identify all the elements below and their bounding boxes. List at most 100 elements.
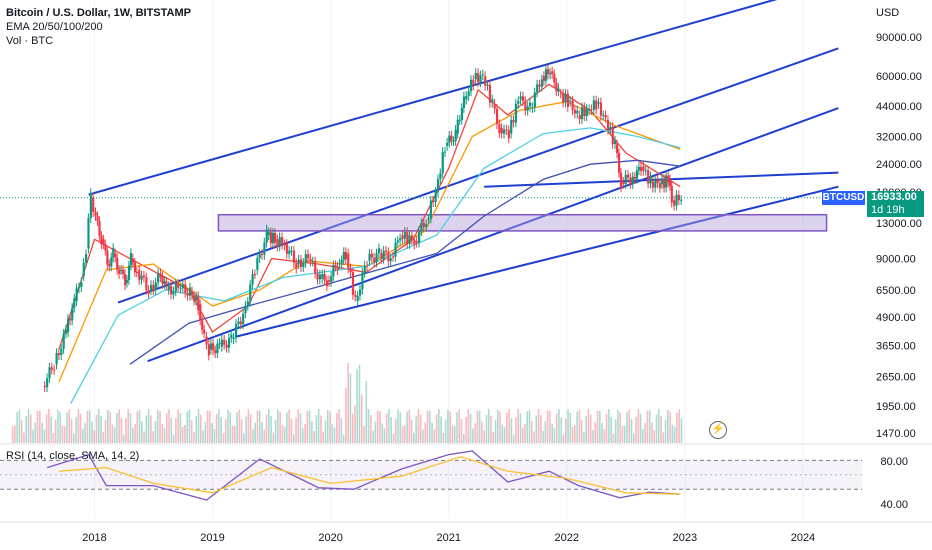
- candle: [507, 130, 510, 139]
- volume-bar: [449, 412, 451, 443]
- candle: [392, 256, 395, 258]
- candle: [184, 284, 187, 293]
- legend-title[interactable]: Bitcoin / U.S. Dollar, 1W, BITSTAMP: [6, 7, 191, 19]
- candle: [199, 304, 202, 321]
- volume-bar: [354, 405, 356, 443]
- volume-bar: [313, 430, 315, 443]
- candle: [401, 235, 404, 239]
- candle: [617, 153, 621, 173]
- candle: [163, 281, 166, 284]
- volume-bar: [490, 415, 492, 443]
- candle: [654, 180, 657, 188]
- volume-bar: [122, 434, 125, 443]
- candle: [675, 194, 678, 206]
- volume-bar: [630, 419, 633, 443]
- volume-bar: [419, 414, 422, 443]
- volume-bar: [433, 429, 436, 443]
- volume-bar: [474, 423, 476, 443]
- volume-bar: [145, 415, 148, 443]
- volume-bar: [299, 413, 302, 443]
- lightning-icon[interactable]: ⚡: [709, 421, 727, 439]
- volume-bar: [444, 419, 447, 443]
- volume-bar: [664, 420, 667, 443]
- volume-bar: [594, 422, 597, 443]
- volume-bar: [209, 410, 211, 443]
- volume-bar: [633, 433, 635, 443]
- volume-bar: [73, 433, 75, 443]
- volume-bar: [542, 431, 544, 443]
- legend-vol[interactable]: Vol · BTC: [6, 35, 54, 47]
- volume-bar: [417, 409, 420, 443]
- volume-bar: [392, 433, 395, 443]
- candle: [427, 218, 430, 220]
- volume-bar: [431, 422, 433, 443]
- volume-bar: [676, 412, 678, 443]
- candle: [576, 110, 579, 114]
- volume-bar: [152, 431, 154, 443]
- candle: [62, 333, 65, 349]
- candle: [373, 257, 376, 263]
- candle: [334, 265, 337, 267]
- candle: [46, 378, 49, 388]
- volume-bar: [336, 413, 338, 443]
- candle: [571, 100, 574, 110]
- volume-bar: [458, 409, 461, 443]
- volume-bar: [483, 430, 485, 443]
- volume-bar: [567, 409, 569, 443]
- volume-bar: [397, 409, 399, 443]
- volume-bar: [32, 429, 34, 443]
- volume-bar: [460, 418, 463, 443]
- volume-bar: [379, 411, 381, 443]
- candle: [344, 251, 347, 260]
- volume-bar: [322, 431, 325, 443]
- volume-bar: [510, 418, 513, 443]
- candle: [77, 287, 81, 289]
- candle: [43, 385, 46, 388]
- candle: [230, 334, 233, 338]
- candle: [595, 100, 598, 110]
- candle: [129, 253, 133, 266]
- rsi-legend[interactable]: RSI (14, close, SMA, 14, 2): [6, 450, 140, 462]
- candle: [382, 250, 385, 259]
- volume-bar: [290, 418, 293, 443]
- x-tick-label: 2019: [200, 532, 224, 544]
- candle: [380, 253, 383, 259]
- candle: [232, 337, 235, 340]
- channel-line: [88, 0, 778, 196]
- candle: [469, 79, 473, 92]
- volume-bar: [399, 412, 402, 443]
- volume-bar: [88, 410, 91, 443]
- volume-bar: [499, 411, 501, 443]
- volume-bar: [188, 409, 191, 443]
- volume-bar: [86, 410, 89, 443]
- volume-bar: [544, 421, 547, 443]
- volume-bar: [404, 425, 406, 443]
- support-zone[interactable]: [217, 213, 828, 232]
- volume-bar: [156, 410, 159, 443]
- volume-bar: [605, 413, 608, 443]
- candle: [465, 95, 468, 100]
- volume-bar: [211, 423, 213, 443]
- candle: [410, 235, 414, 241]
- volume-bar: [496, 409, 499, 443]
- candle: [285, 243, 288, 254]
- volume-bar: [467, 409, 470, 443]
- candle: [197, 296, 200, 311]
- volume-bar: [131, 427, 134, 443]
- candle: [201, 320, 204, 330]
- legend-ema[interactable]: EMA 20/50/100/200: [6, 21, 103, 33]
- candle: [450, 135, 453, 142]
- volume-bar: [231, 426, 234, 443]
- rsi-pane: [0, 450, 862, 501]
- volume-bar: [349, 373, 352, 443]
- candle: [140, 275, 143, 280]
- candle: [583, 107, 586, 117]
- candle: [408, 235, 411, 244]
- candle: [336, 266, 339, 271]
- candle: [448, 135, 451, 143]
- volume-bar: [347, 363, 349, 443]
- candle: [384, 250, 388, 253]
- volume-bar: [472, 428, 474, 443]
- candle: [340, 260, 343, 264]
